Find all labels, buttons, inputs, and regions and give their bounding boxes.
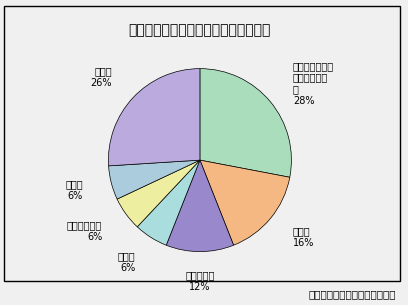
Wedge shape (109, 160, 200, 199)
Text: インターネット
関連サービス
業
28%: インターネット 関連サービス 業 28% (293, 61, 334, 106)
Text: 通信業
6%: 通信業 6% (118, 251, 135, 273)
Text: サービス業
12%: サービス業 12% (185, 270, 215, 292)
Text: 公的機関など
6%: 公的機関など 6% (67, 220, 102, 242)
Title: セカンドライフで活動する企業の業種: セカンドライフで活動する企業の業種 (129, 24, 271, 38)
Text: 広告業
16%: 広告業 16% (293, 226, 314, 248)
Text: 製造業
6%: 製造業 6% (65, 179, 83, 201)
Wedge shape (109, 69, 200, 166)
Wedge shape (166, 160, 234, 252)
Wedge shape (200, 160, 290, 245)
Text: （シード・プランニング調べ）: （シード・プランニング調べ） (308, 289, 396, 299)
Wedge shape (117, 160, 200, 227)
Text: その他
26%: その他 26% (91, 67, 112, 88)
Wedge shape (200, 69, 291, 177)
Wedge shape (137, 160, 200, 245)
